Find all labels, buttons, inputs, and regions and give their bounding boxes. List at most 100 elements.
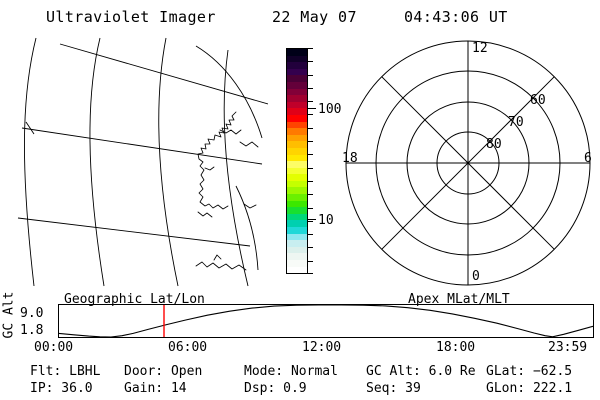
colorbar-segment-11: [287, 121, 307, 129]
colorbar-segment-29: [287, 240, 307, 247]
colorbar-tick-minor-10: [308, 181, 313, 182]
colorbar-tick-labels: 100 10: [318, 48, 362, 274]
colorbar-tick-major-10: [308, 219, 316, 220]
mlt-label-18: 18: [342, 151, 358, 166]
colorbar-tick-minor-3: [308, 88, 313, 89]
colorbar-tick-minor-15: [308, 247, 313, 248]
colorbar-segment-25: [287, 213, 307, 221]
colorbar-segment-9: [287, 108, 307, 115]
header-bar: Ultraviolet Imager 22 May 07 04:43:06 UT: [0, 2, 600, 32]
colorbar-tick-minor-17: [308, 273, 313, 274]
colorbar-segment-0: [287, 49, 307, 56]
colorbar-segment-32: [287, 260, 307, 267]
colorbar-segment-27: [287, 227, 307, 234]
colorbar-tick-minor-8: [308, 154, 313, 155]
status-mode: Mode: Normal: [244, 364, 338, 379]
colorbar-tick-minor-9: [308, 168, 313, 169]
polar-mlat-mlt-panel[interactable]: 12 6 0 18 60 70 80: [336, 36, 600, 290]
colorbar-segment-15: [287, 147, 307, 155]
colorbar-tick-minor-0: [308, 48, 313, 49]
mlat-ring-label-70: 70: [508, 115, 524, 130]
colorbar-tick-minor-4: [308, 101, 313, 102]
colorbar-tick-minor-7: [308, 141, 313, 142]
colorbar-tick-minor-6: [308, 128, 313, 129]
colorbar-segment-2: [287, 62, 307, 69]
colorbar-tick-minor-1: [308, 61, 313, 62]
observation-date: 22 May 07: [272, 8, 357, 26]
observation-time: 04:43:06 UT: [404, 8, 508, 26]
colorbar-segment-21: [287, 187, 307, 195]
strip-y-axis-label: GC Alt: [1, 291, 17, 339]
mlt-label-12: 12: [472, 41, 488, 56]
colorbar-tick-major-100: [308, 108, 316, 109]
orbit-altitude-plot[interactable]: [58, 304, 594, 338]
xtick-1200: 12:00: [302, 340, 342, 355]
mlat-ring-label-80: 80: [486, 137, 502, 152]
colorbar-panel: photon cm-2s-1 100 10: [266, 40, 358, 292]
colorbar-segment-20: [287, 180, 307, 188]
colorbar-segment-12: [287, 128, 307, 135]
colorbar-segment-19: [287, 174, 307, 181]
colorbar-gradient: [286, 48, 308, 274]
colorbar-segment-18: [287, 167, 307, 175]
geographic-map-panel[interactable]: [0, 34, 268, 290]
colorbar-segment-7: [287, 95, 307, 102]
status-ip: IP: 36.0: [30, 381, 93, 396]
colorbar-segment-24: [287, 207, 307, 214]
strip-ytick-high: 9.0: [20, 306, 44, 321]
colorbar-segment-31: [287, 253, 307, 260]
colorbar-segment-17: [287, 161, 307, 168]
colorbar-tick-minor-11: [308, 194, 313, 195]
strip-title-geographic: Geographic Lat/Lon: [64, 292, 205, 307]
status-glon: GLon: 222.1: [486, 381, 573, 396]
colorbar-segment-3: [287, 68, 307, 76]
mlat-ring-label-60: 60: [530, 93, 546, 108]
colorbar-segment-14: [287, 141, 307, 148]
polar-grid-graphic: [345, 40, 591, 286]
colorbar-tick-minor-14: [308, 234, 313, 235]
colorbar-segment-22: [287, 194, 307, 201]
status-seq: Seq: 39: [366, 381, 421, 396]
orbit-altitude-curve: [59, 305, 593, 337]
colorbar-label-100: 100: [318, 102, 342, 117]
xtick-0600: 06:00: [168, 340, 208, 355]
colorbar-tick-minor-2: [308, 75, 313, 76]
strip-x-axis-ticks: 00:00 06:00 12:00 18:00 23:59: [0, 340, 600, 356]
colorbar-segment-5: [287, 81, 307, 89]
colorbar-segment-10: [287, 114, 307, 122]
colorbar-segment-13: [287, 134, 307, 142]
mlt-label-6: 6: [584, 151, 592, 166]
colorbar-segment-16: [287, 154, 307, 162]
mlt-label-0: 0: [472, 269, 480, 284]
colorbar-segment-30: [287, 246, 307, 254]
status-footer: Flt: LBHL IP: 36.0 Door: Open Gain: 14 M…: [0, 362, 600, 400]
colorbar-segment-8: [287, 101, 307, 109]
colorbar-segment-1: [287, 55, 307, 63]
colorbar-ticks: [308, 48, 317, 274]
colorbar-label-10: 10: [318, 213, 334, 228]
xtick-2359: 23:59: [548, 340, 588, 355]
colorbar-tick-minor-13: [308, 221, 313, 222]
colorbar-tick-minor-5: [308, 114, 313, 115]
instrument-title: Ultraviolet Imager: [46, 8, 216, 26]
strip-title-apex: Apex MLat/MLT: [408, 292, 510, 307]
colorbar-tick-minor-12: [308, 208, 313, 209]
colorbar-segment-33: [287, 266, 307, 274]
status-glat: GLat: −62.5: [486, 364, 573, 379]
colorbar-segment-4: [287, 75, 307, 82]
status-door: Door: Open: [124, 364, 203, 379]
xtick-0000: 00:00: [34, 340, 74, 355]
colorbar-segment-23: [287, 200, 307, 208]
status-filter: Flt: LBHL: [30, 364, 101, 379]
xtick-1800: 18:00: [436, 340, 476, 355]
status-gain: Gain: 14: [124, 381, 187, 396]
status-dsp: Dsp: 0.9: [244, 381, 307, 396]
colorbar-tick-minor-16: [308, 261, 313, 262]
status-gc-alt: GC Alt: 6.0 Re: [366, 364, 476, 379]
orbit-strip-chart-panel[interactable]: Geographic Lat/Lon Apex MLat/MLT GC Alt …: [0, 292, 600, 358]
geographic-map-graphic: [17, 37, 268, 287]
colorbar-segment-6: [287, 88, 307, 96]
strip-ytick-low: 1.8: [20, 323, 44, 338]
colorbar-segment-26: [287, 220, 307, 228]
colorbar-segment-28: [287, 233, 307, 241]
